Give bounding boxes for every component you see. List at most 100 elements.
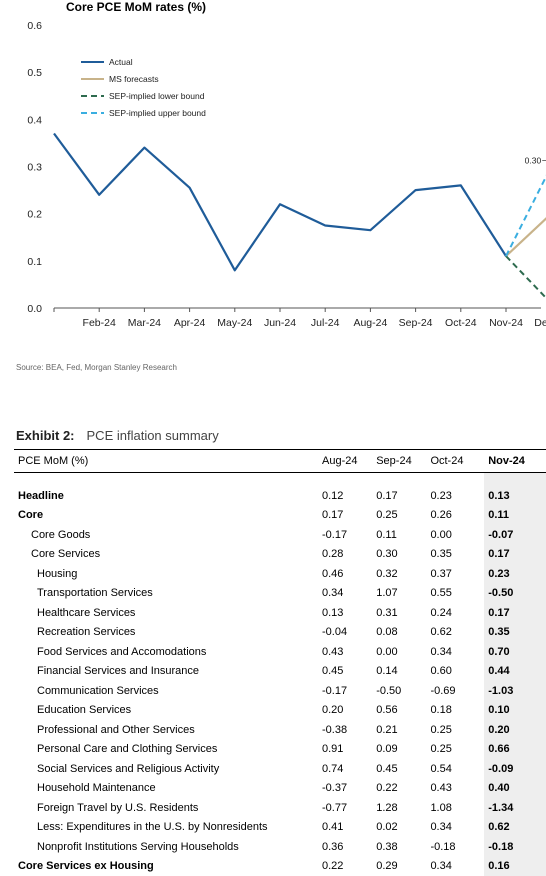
row-label: Healthcare Services	[14, 603, 322, 623]
cell-oct: 0.26	[430, 506, 484, 526]
cell-oct: 0.55	[430, 584, 484, 604]
table-row: Less: Expenditures in the U.S. by Nonres…	[14, 818, 546, 838]
cell-nov: 0.35	[484, 623, 546, 643]
row-label: Personal Care and Clothing Services	[14, 740, 322, 760]
cell-aug: -0.38	[322, 720, 376, 740]
cell-aug: 0.28	[322, 545, 376, 565]
cell-sep: 0.08	[376, 623, 430, 643]
cell-oct: 0.24	[430, 603, 484, 623]
x-tick-label: Jul-24	[311, 317, 340, 329]
cell-aug: 0.46	[322, 564, 376, 584]
row-label: Professional and Other Services	[14, 720, 322, 740]
row-label: Nonprofit Institutions Serving Household…	[14, 837, 322, 857]
header-nov: Nov-24	[484, 450, 546, 473]
cell-oct: 0.34	[430, 818, 484, 838]
cell-aug: -0.17	[322, 525, 376, 545]
cell-nov: 0.70	[484, 642, 546, 662]
cell-nov: 0.17	[484, 545, 546, 565]
row-label: Housing	[14, 564, 322, 584]
cell-oct: 0.25	[430, 740, 484, 760]
cell-sep: 0.30	[376, 545, 430, 565]
row-label: Recreation Services	[14, 623, 322, 643]
table-row: Communication Services-0.17-0.50-0.69-1.…	[14, 681, 546, 701]
cell-nov: 0.16	[484, 857, 546, 876]
cell-sep: 0.38	[376, 837, 430, 857]
x-tick-label: May-24	[217, 317, 252, 329]
cell-nov: 0.20	[484, 720, 546, 740]
table-row: Social Services and Religious Activity 0.…	[14, 759, 546, 779]
cell-nov: -0.07	[484, 525, 546, 545]
cell-sep: 0.21	[376, 720, 430, 740]
cell-aug: 0.12	[322, 486, 376, 506]
cell-oct: 0.34	[430, 857, 484, 876]
row-label: Food Services and Accomodations	[14, 642, 322, 662]
legend-label: SEP-implied upper bound	[109, 108, 206, 118]
cell-oct: 0.00	[430, 525, 484, 545]
cell-oct: 0.23	[430, 486, 484, 506]
series-line-2	[506, 256, 546, 303]
cell-oct: 0.18	[430, 701, 484, 721]
cell-aug: -0.17	[322, 681, 376, 701]
cell-sep: 1.28	[376, 798, 430, 818]
cell-nov: 0.10	[484, 701, 546, 721]
x-tick-label: Feb-24	[83, 317, 116, 329]
series-line-0	[54, 134, 506, 271]
cell-nov: -1.03	[484, 681, 546, 701]
x-tick-label: Jun-24	[264, 317, 296, 329]
cell-nov: 0.13	[484, 486, 546, 506]
cell-sep: 0.17	[376, 486, 430, 506]
cell-oct: 0.35	[430, 545, 484, 565]
row-label: Social Services and Religious Activity	[14, 759, 322, 779]
cell-aug: 0.20	[322, 701, 376, 721]
row-label: Core Services ex Housing	[14, 857, 322, 876]
legend-label: Actual	[109, 57, 133, 67]
y-tick-label: 0.4	[27, 114, 42, 126]
source-note: Source: BEA, Fed, Morgan Stanley Researc…	[16, 363, 177, 372]
cell-oct: 0.34	[430, 642, 484, 662]
y-tick-label: 0.1	[27, 256, 42, 268]
exhibit-heading: Exhibit 2:PCE inflation summary	[16, 428, 219, 443]
cell-oct: 0.54	[430, 759, 484, 779]
x-tick-label: Aug-24	[353, 317, 387, 329]
cell-aug: -0.37	[322, 779, 376, 799]
row-label: Less: Expenditures in the U.S. by Nonres…	[14, 818, 322, 838]
header-oct: Oct-24	[430, 450, 484, 473]
cell-nov: -0.09	[484, 759, 546, 779]
cell-aug: 0.91	[322, 740, 376, 760]
y-tick-label: 0.6	[27, 20, 42, 32]
table-body: PCE MoM (%) Aug-24 Sep-24 Oct-24 Nov-24 …	[14, 450, 546, 876]
y-tick-label: 0.2	[27, 209, 42, 221]
header-aug: Aug-24	[322, 450, 376, 473]
cell-sep: -0.50	[376, 681, 430, 701]
legend-label: MS forecasts	[109, 74, 159, 84]
y-tick-label: 0.5	[27, 67, 42, 79]
table-row: Nonprofit Institutions Serving Household…	[14, 837, 546, 857]
x-tick-label: Oct-24	[445, 317, 477, 329]
cell-sep: 0.22	[376, 779, 430, 799]
cell-sep: 0.00	[376, 642, 430, 662]
cell-sep: 0.02	[376, 818, 430, 838]
row-label: Financial Services and Insurance	[14, 662, 322, 682]
cell-nov: -0.50	[484, 584, 546, 604]
cell-aug: -0.77	[322, 798, 376, 818]
cell-aug: 0.45	[322, 662, 376, 682]
cell-sep: 0.45	[376, 759, 430, 779]
y-tick-label: 0.3	[27, 162, 42, 174]
cell-sep: 0.11	[376, 525, 430, 545]
cell-aug: 0.36	[322, 837, 376, 857]
row-label: Transportation Services	[14, 584, 322, 604]
